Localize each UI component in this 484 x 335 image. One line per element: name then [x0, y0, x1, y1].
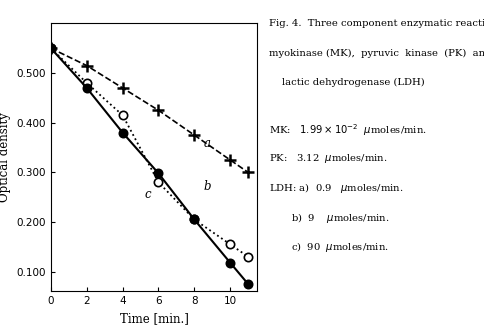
Text: c)  90  $\mu$moles/min.: c) 90 $\mu$moles/min.: [290, 241, 388, 254]
Text: b: b: [203, 180, 211, 193]
Text: PK:   3.12  $\mu$moles/min.: PK: 3.12 $\mu$moles/min.: [269, 152, 387, 165]
Text: lactic dehydrogenase (LDH): lactic dehydrogenase (LDH): [281, 78, 424, 87]
Y-axis label: Optical density: Optical density: [0, 113, 11, 202]
Text: LDH: a)  0.9   $\mu$moles/min.: LDH: a) 0.9 $\mu$moles/min.: [269, 182, 403, 195]
Text: a: a: [203, 137, 210, 150]
X-axis label: Time [min.]: Time [min.]: [119, 312, 188, 325]
Text: b)  9    $\mu$moles/min.: b) 9 $\mu$moles/min.: [290, 211, 388, 225]
Text: myokinase (MK),  pyruvic  kinase  (PK)  and: myokinase (MK), pyruvic kinase (PK) and: [269, 49, 484, 58]
Text: c: c: [144, 188, 151, 201]
Text: Fig. 4.  Three component enzymatic reaction:: Fig. 4. Three component enzymatic reacti…: [269, 19, 484, 28]
Text: MK:   $1.99 \times 10^{-2}$  $\mu$moles/min.: MK: $1.99 \times 10^{-2}$ $\mu$moles/min…: [269, 123, 426, 138]
